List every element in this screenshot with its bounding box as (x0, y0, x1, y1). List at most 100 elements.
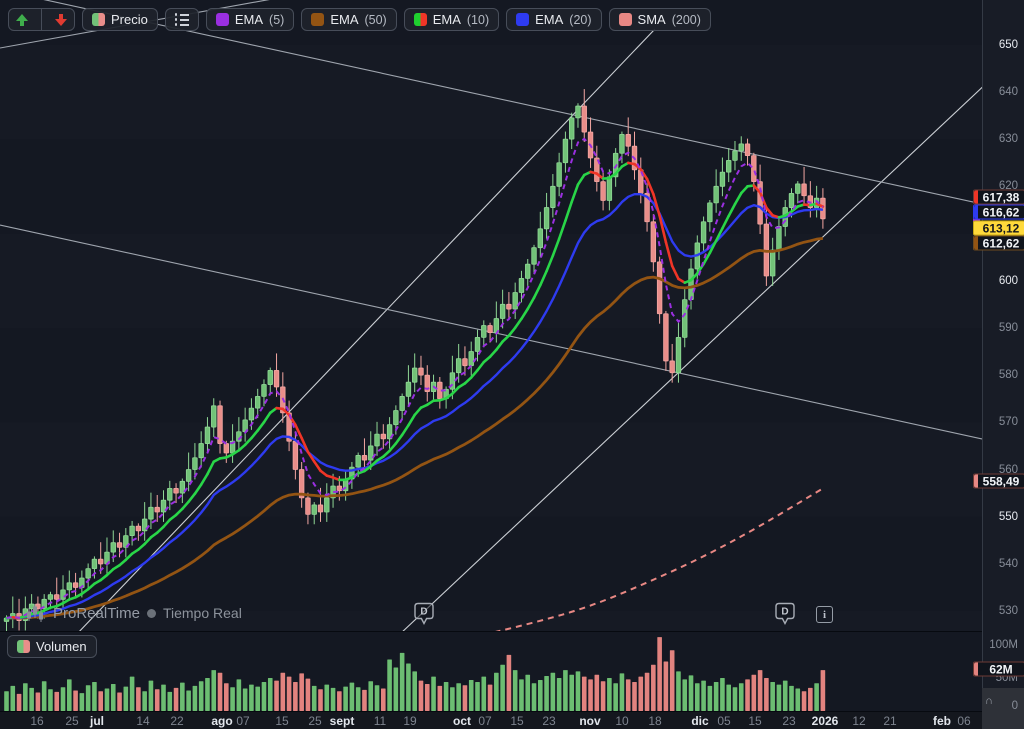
volume-bar (186, 690, 191, 711)
volume-bar (550, 672, 556, 711)
ema20-label: 616,62 (973, 204, 1024, 220)
volume-bar (437, 685, 443, 711)
scroll-up-button[interactable] (9, 9, 35, 30)
volume-bar (695, 683, 700, 711)
price-tick-590: 590 (998, 321, 1018, 334)
toolbar-button-ema10[interactable]: EMA (10) (403, 8, 500, 31)
volume-bar (110, 683, 116, 711)
volume-bar (343, 686, 348, 711)
volume-bar (676, 671, 681, 711)
trend-line-channel-lower[interactable] (400, 80, 982, 631)
volume-bar (362, 689, 367, 711)
volume-pane[interactable]: Volumen (0, 631, 982, 711)
volume-bar (261, 681, 267, 711)
timeframe-badge-1[interactable]: D (413, 602, 435, 627)
toolbar-button-sma200[interactable]: SMA (200) (608, 8, 711, 31)
date-tick-10: 10 (615, 713, 629, 728)
axis-collapse-icon[interactable]: ∩ (985, 695, 993, 707)
ema50-swatch-icon (311, 13, 325, 26)
ema50-label: 612,62 (973, 235, 1024, 251)
ema5-line[interactable] (6, 137, 824, 620)
volume-bar (563, 670, 568, 711)
volume-bar (167, 691, 173, 711)
volume-bar (368, 681, 374, 711)
volumen-button[interactable]: Volumen (7, 635, 97, 658)
date-tick-23: 23 (542, 713, 556, 728)
info-icon[interactable]: i (816, 606, 833, 623)
date-tick-07: 07 (236, 713, 250, 728)
date-tick-15: 15 (275, 713, 289, 728)
list-icon (174, 13, 189, 26)
volumen-swatch-icon (17, 640, 30, 653)
date-axis[interactable]: 16 25 jul 14 22 ago 07 15 25 sept 11 19 oct 07 15 23 nov… (0, 711, 1024, 729)
toolbar-button-objects-list[interactable] (164, 8, 199, 31)
ema20-line[interactable] (6, 193, 824, 620)
zebra-band (0, 45, 982, 139)
volume-bar (443, 681, 449, 711)
volume-bar (85, 685, 91, 711)
price-pane[interactable]: Precio EMA (5) EMA (50) EMA (10) EMA (20) SMA (200… (0, 0, 982, 631)
volume-bar (280, 672, 286, 711)
volume-bar (192, 685, 198, 711)
trend-line-resistance-upper[interactable] (0, 0, 982, 205)
price-label-strip (974, 221, 978, 235)
ema20-param: (20) (569, 12, 592, 27)
ema50-line[interactable] (6, 237, 824, 620)
date-tick-16: 16 (30, 713, 44, 728)
volume-bar (92, 681, 97, 711)
volume-bar (41, 681, 47, 711)
sma200-line[interactable] (484, 487, 824, 631)
volume-bar (161, 684, 166, 711)
volume-bar (142, 691, 147, 711)
toolbar-button-ema20[interactable]: EMA (20) (506, 8, 602, 31)
scroll-down-button[interactable] (48, 9, 74, 30)
volume-bar (789, 685, 794, 711)
volume-bar (337, 691, 342, 711)
date-tick-18: 18 (648, 713, 662, 728)
volume-bar (255, 686, 260, 711)
volume-bar (594, 674, 600, 711)
volume-bar (757, 670, 763, 711)
date-tick-11: 11 (373, 713, 387, 728)
divider (41, 9, 42, 30)
volume-bar (330, 687, 336, 711)
volume-bar (236, 679, 242, 711)
volume-bar (588, 679, 593, 711)
svg-text:D: D (420, 607, 427, 618)
ema20-label: EMA (535, 12, 564, 27)
volume-bar (349, 682, 355, 711)
ema10-line[interactable] (5, 161, 825, 620)
volume-chart-svg[interactable] (0, 632, 982, 712)
ema10-param: (10) (466, 12, 490, 27)
volume-bar (581, 676, 587, 711)
volume-bar (808, 687, 813, 711)
date-tick-19: 19 (403, 713, 417, 728)
volume-bar (512, 670, 518, 711)
volume-bar (104, 688, 110, 711)
volume-bar (644, 672, 650, 711)
ema10-label-strip (974, 190, 978, 204)
toolbar-button-ema50[interactable]: EMA (50) (301, 8, 397, 31)
toolbar-button-precio[interactable]: Precio (82, 8, 158, 31)
volume-bar (249, 684, 254, 711)
toolbar-button-ema5[interactable]: EMA (5) (205, 8, 295, 31)
timeframe-badge-2[interactable]: D (774, 602, 796, 627)
sma200-param: (200) (671, 12, 701, 27)
price-axis[interactable]: 6506406306206106005905805705605505405301… (973, 0, 1024, 712)
price-chart-svg[interactable] (0, 0, 982, 631)
volume-bar (35, 692, 41, 711)
volume-bar (224, 683, 229, 711)
volume-bar (267, 678, 273, 711)
date-tick-feb: feb (933, 713, 951, 728)
precio-label: Precio (111, 12, 148, 27)
trend-line-channel-upper[interactable] (75, 28, 656, 631)
volume-bar (242, 688, 248, 711)
zebra-band (0, 234, 982, 328)
ema50-label-strip (974, 236, 978, 250)
date-tick-jul: jul (90, 713, 104, 728)
volume-bar (230, 687, 235, 711)
date-tick-oct: oct (453, 713, 471, 728)
volume-bar (387, 659, 392, 711)
price-tick-530: 530 (998, 605, 1018, 618)
volume-bar (820, 670, 826, 711)
